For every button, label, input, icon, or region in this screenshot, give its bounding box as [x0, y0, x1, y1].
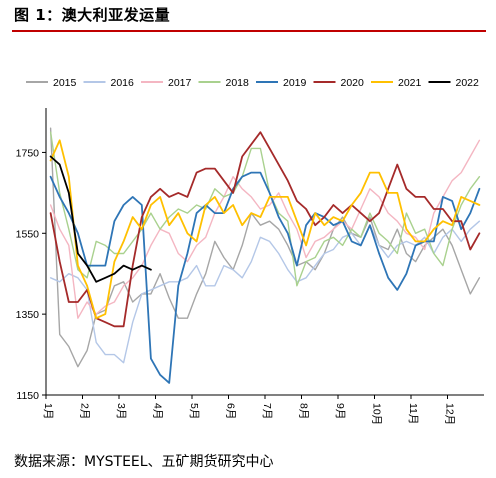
title-divider	[12, 30, 486, 32]
legend-label-2017: 2017	[168, 77, 192, 89]
x-tick-label: 10月	[371, 403, 383, 425]
series-line-2017	[49, 139, 481, 319]
x-tick-label: 5月	[188, 403, 200, 419]
y-tick-label: 1750	[16, 147, 40, 159]
chart-title: 图 1：澳大利亚发运量	[14, 6, 171, 24]
legend-label-2020: 2020	[341, 77, 365, 89]
series-line-2019	[49, 171, 481, 384]
x-tick-label: 8月	[298, 403, 310, 419]
y-tick-label: 1150	[16, 390, 39, 402]
y-tick-label: 1350	[16, 309, 40, 321]
series-line-2020	[49, 131, 481, 328]
series-line-2021	[49, 139, 481, 320]
x-tick-label: 4月	[152, 403, 164, 419]
series-line-2018	[49, 131, 481, 287]
series-line-2015	[49, 127, 481, 368]
legend-label-2018: 2018	[226, 77, 250, 89]
x-tick-label: 7月	[261, 403, 273, 419]
legend-label-2022: 2022	[456, 77, 480, 89]
source-note: 数据来源：MYSTEEL、五矿期货研究中心	[14, 454, 274, 470]
x-tick-label: 3月	[115, 403, 127, 419]
x-tick-label: 6月	[225, 403, 237, 419]
x-tick-label: 12月	[444, 403, 456, 425]
legend-label-2021: 2021	[398, 77, 422, 89]
series-line-2022	[49, 155, 152, 283]
legend-label-2015: 2015	[53, 77, 77, 89]
series-line-2016	[49, 220, 481, 364]
x-tick-label: 9月	[334, 403, 346, 419]
legend-label-2019: 2019	[283, 77, 307, 89]
x-tick-label: 11月	[407, 403, 419, 424]
y-tick-label: 1550	[16, 228, 40, 240]
x-tick-label: 1月	[42, 403, 54, 419]
legend-label-2016: 2016	[111, 77, 135, 89]
x-tick-label: 2月	[79, 403, 91, 419]
